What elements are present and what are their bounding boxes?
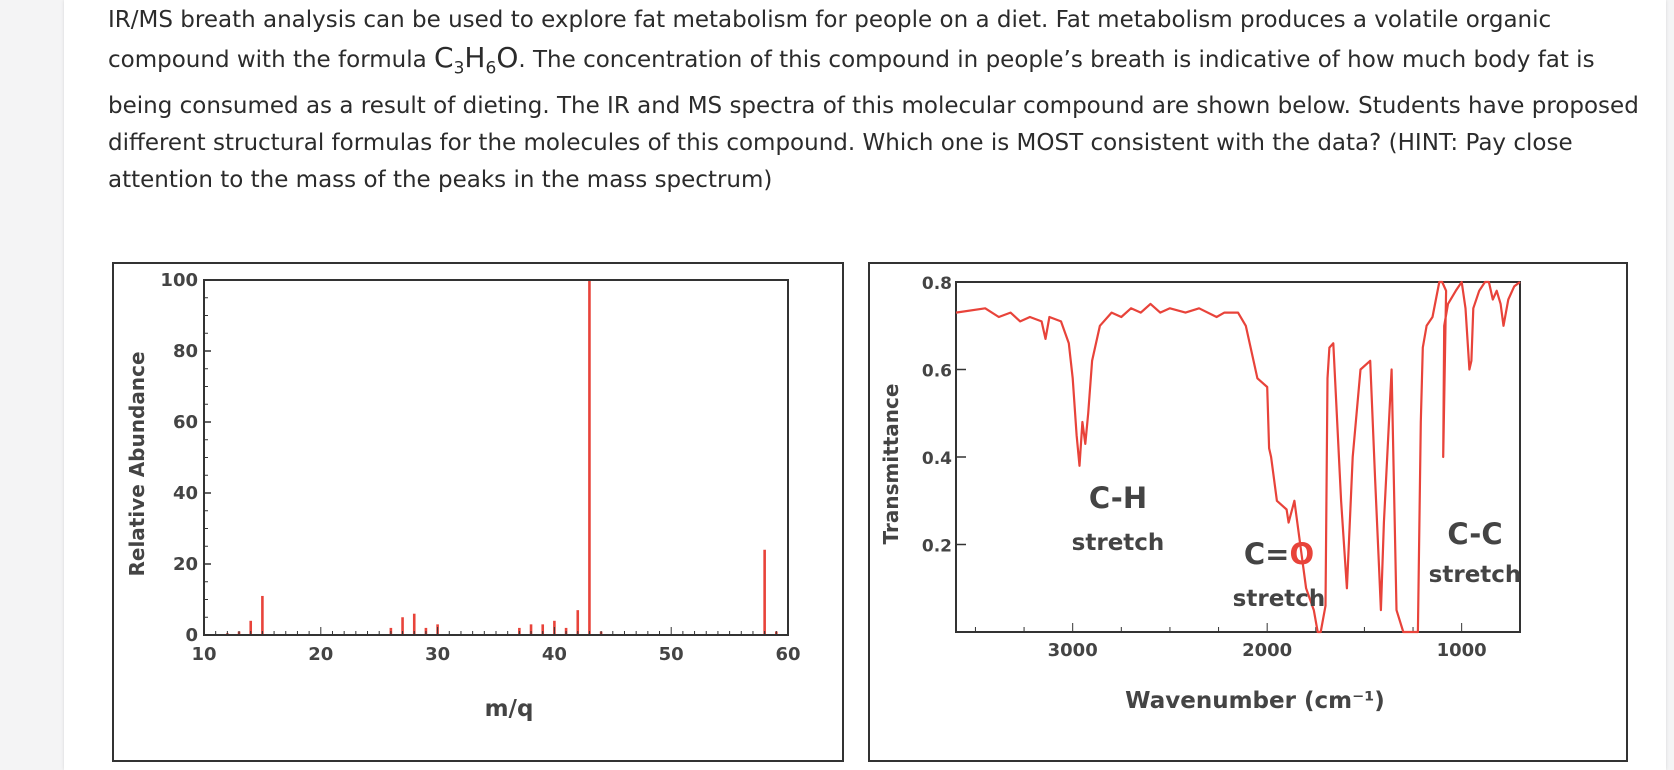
formula-oxygen: O xyxy=(496,41,519,74)
formula-carbon-count: 3 xyxy=(453,58,465,79)
co-stretch-label: stretch xyxy=(1233,586,1326,612)
ms-x-tick-label: 20 xyxy=(308,644,333,665)
ms-y-axis-label: Relative Abundance xyxy=(125,351,149,576)
ir-spectrum-figure: 0.2 0.4 0.6 0.8 3000 2000 1000 C-H stretch C=O… xyxy=(868,262,1628,762)
ms-x-tick-label: 40 xyxy=(542,644,567,665)
co-oxygen: O xyxy=(1289,537,1314,571)
question-text-part2: . The concentration of this compound in … xyxy=(108,47,1639,193)
ir-annotations: C-H stretch C=O stretch C-C stretch xyxy=(1072,481,1522,612)
ms-y-tick-label: 0 xyxy=(185,625,198,646)
ir-x-tick-label: 3000 xyxy=(1048,640,1098,661)
question-text: IR/MS breath analysis can be used to exp… xyxy=(108,2,1658,199)
mass-spectrum-figure: 10 20 30 40 50 60 0 20 40 60 80 100 m/q Relative Ab… xyxy=(112,262,844,762)
ir-y-tick-label: 0.8 xyxy=(922,274,952,294)
mass-spectrum-chart: 10 20 30 40 50 60 0 20 40 60 80 100 m/q Relative Ab… xyxy=(125,270,801,722)
co-label: C=O xyxy=(1244,537,1314,571)
question-text-part1: IR/MS breath analysis can be used to exp… xyxy=(108,7,1552,73)
ir-axes: 0.2 0.4 0.6 0.8 3000 2000 1000 xyxy=(922,274,1521,661)
ir-spectrum-line xyxy=(955,280,1521,634)
ms-x-tick-label: 10 xyxy=(191,644,216,665)
ir-y-tick-label: 0.6 xyxy=(922,362,952,382)
ir-x-tick-label: 1000 xyxy=(1437,640,1487,661)
ir-y-tick-label: 0.4 xyxy=(922,449,952,469)
ch-label: C-H xyxy=(1089,481,1147,515)
cc-label: C-C xyxy=(1447,517,1502,551)
ms-axes: 10 20 30 40 50 60 0 20 40 60 80 100 xyxy=(160,270,800,665)
ir-x-tick-label: 2000 xyxy=(1242,640,1292,661)
ms-x-tick-label: 50 xyxy=(659,644,684,665)
ir-y-tick-label: 0.2 xyxy=(922,537,952,557)
ms-x-axis-label: m/q xyxy=(485,696,534,722)
ir-y-axis-label: Transmittance xyxy=(879,384,903,545)
ms-y-tick-label: 60 xyxy=(173,412,198,433)
chemical-formula: C3H6O xyxy=(434,41,519,79)
ms-y-tick-label: 100 xyxy=(160,270,198,291)
ch-stretch-label: stretch xyxy=(1072,530,1165,556)
ms-x-tick-label: 60 xyxy=(775,644,800,665)
ms-plot-frame xyxy=(203,279,789,636)
formula-hydrogen: H xyxy=(464,41,486,74)
ms-y-tick-label: 40 xyxy=(173,483,198,504)
ms-x-tick-label: 30 xyxy=(425,644,450,665)
formula-carbon: C xyxy=(434,41,454,74)
formula-hydrogen-count: 6 xyxy=(485,58,497,79)
ms-y-tick-label: 80 xyxy=(173,341,198,362)
question-card: IR/MS breath analysis can be used to exp… xyxy=(64,0,1666,770)
co-carbon: C= xyxy=(1244,537,1290,571)
ir-x-axis-label: Wavenumber (cm⁻¹) xyxy=(1125,688,1385,714)
ms-peaks xyxy=(226,280,778,635)
ir-spectrum-chart: 0.2 0.4 0.6 0.8 3000 2000 1000 C-H stretch C=O… xyxy=(879,274,1522,714)
cc-stretch-label: stretch xyxy=(1429,562,1522,588)
ms-y-tick-label: 20 xyxy=(173,554,198,575)
